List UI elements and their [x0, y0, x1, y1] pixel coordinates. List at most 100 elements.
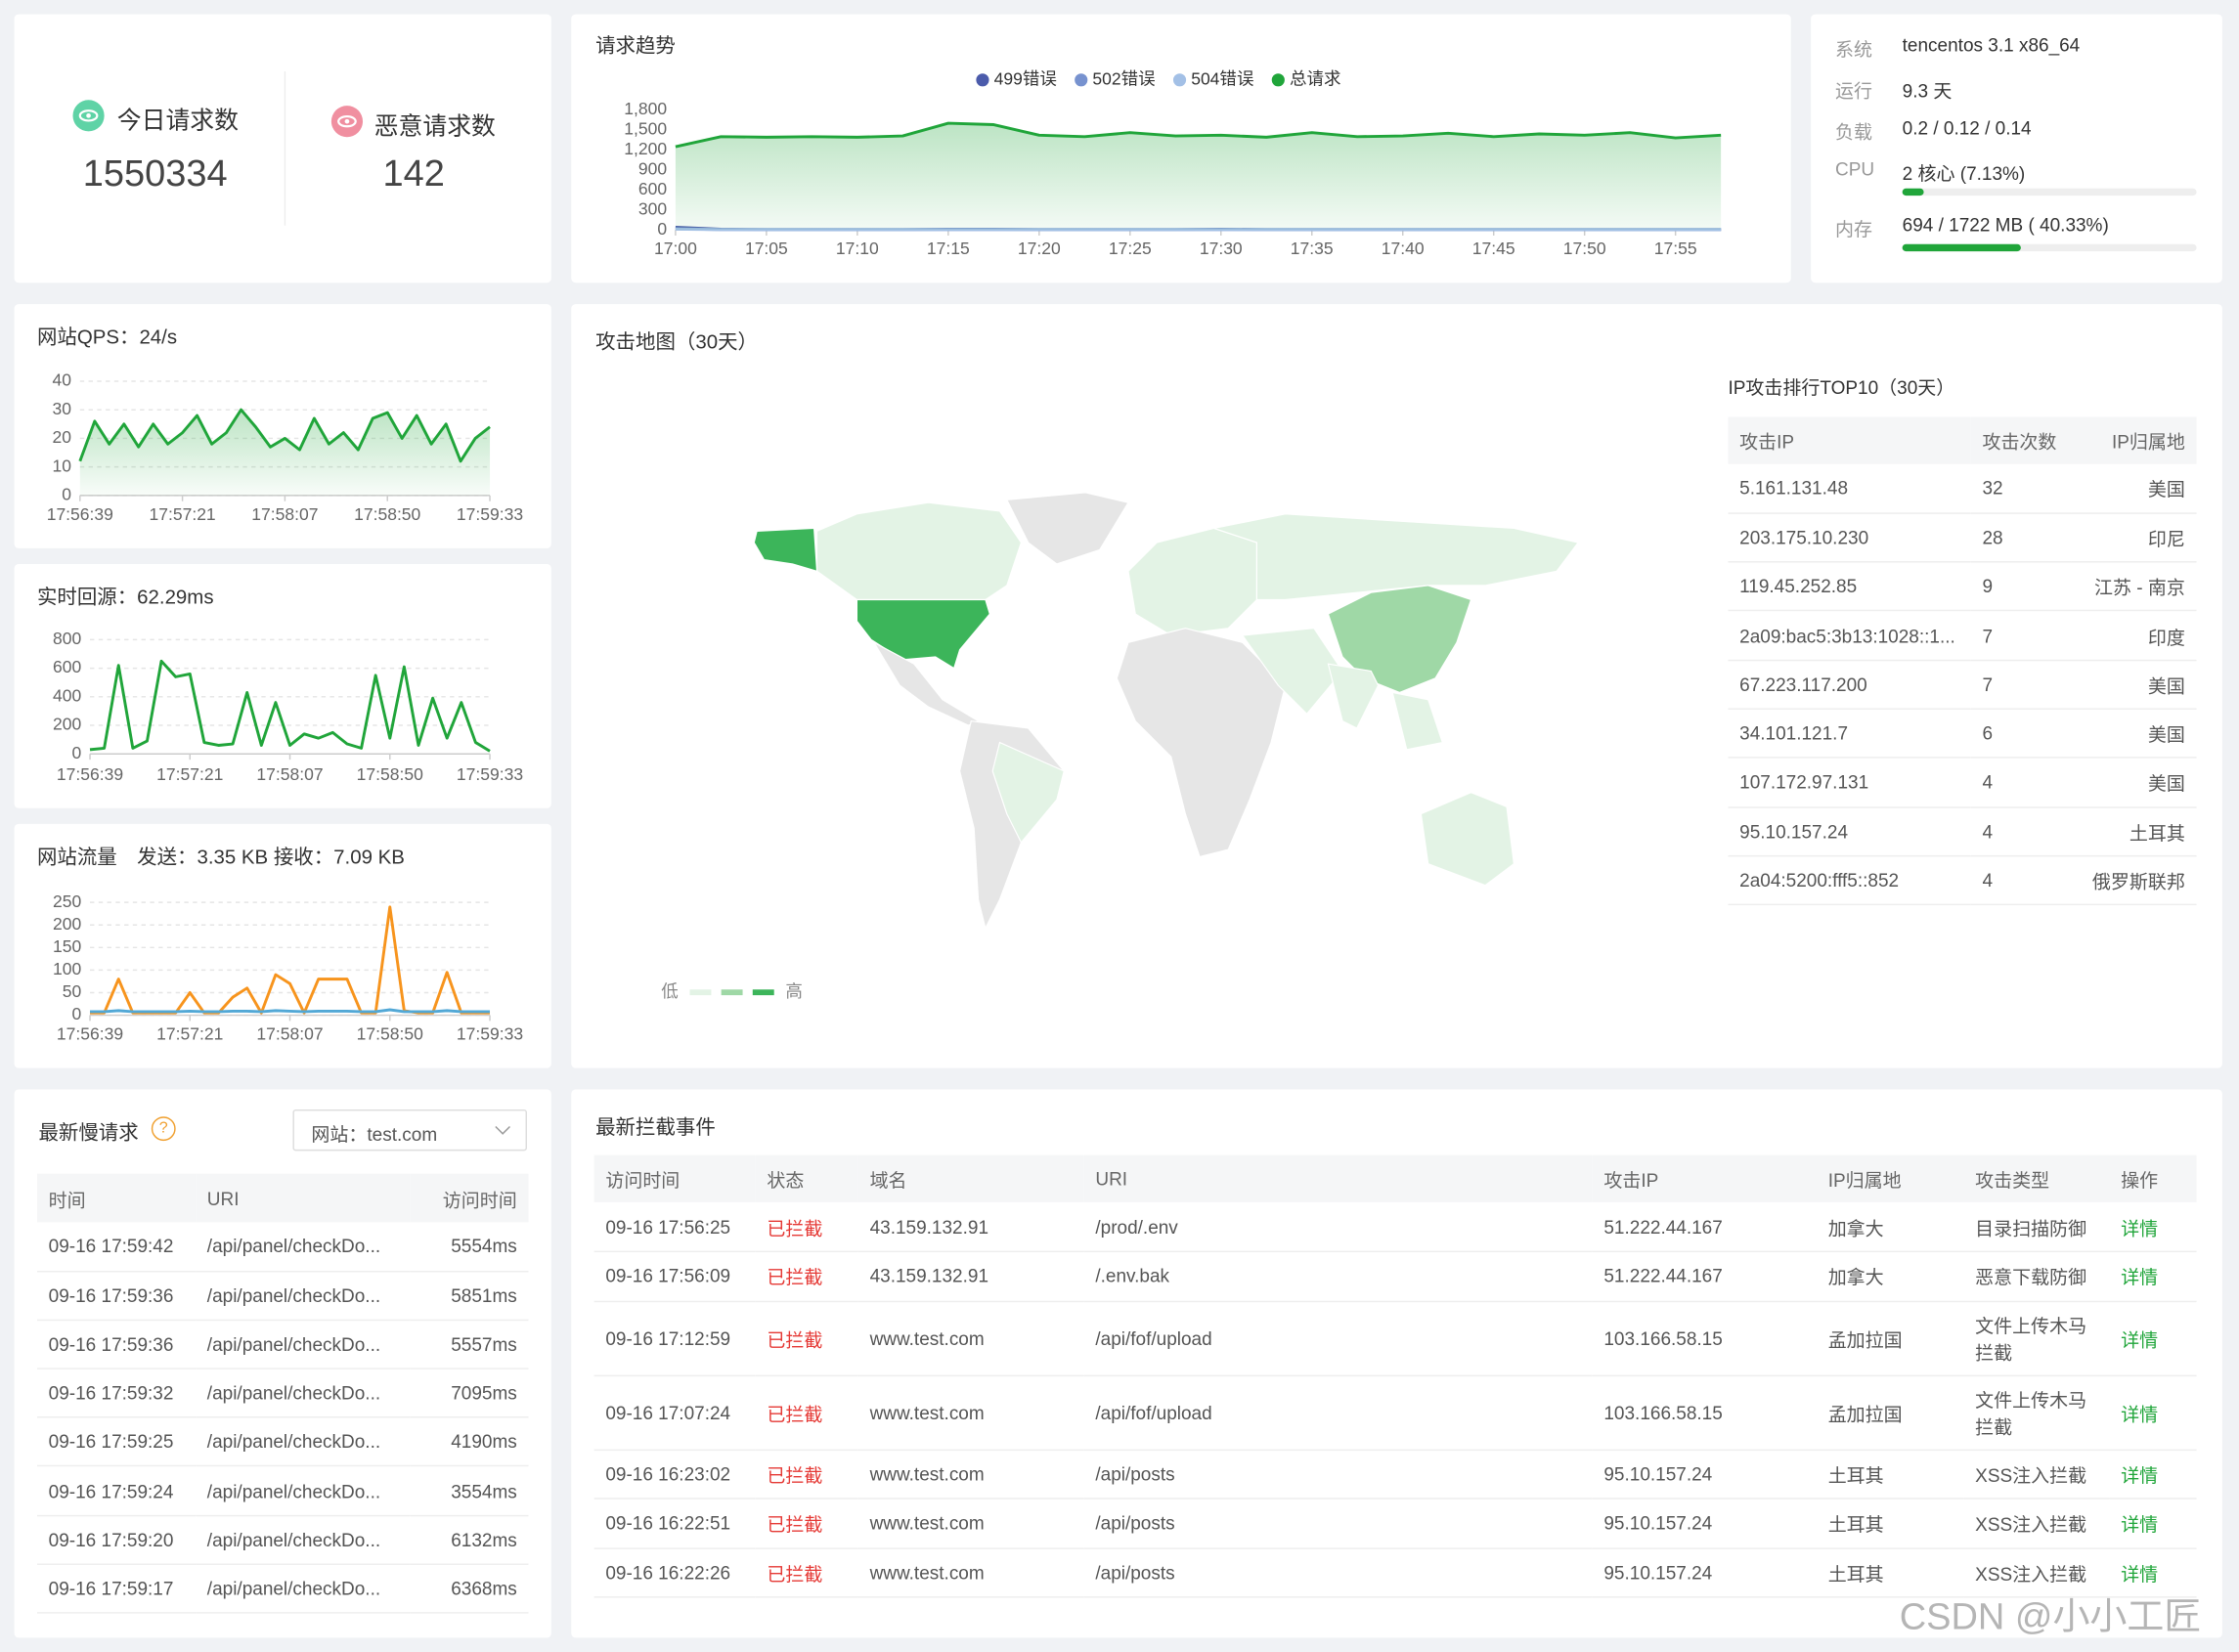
cell: 09-16 17:56:09 — [593, 1251, 756, 1302]
legend-swatch — [689, 989, 712, 996]
cell: /api/panel/checkDo... — [196, 1222, 411, 1273]
cell: 09-16 17:59:36 — [36, 1271, 197, 1321]
y-tick-label: 400 — [53, 685, 81, 705]
header-cell: URI — [196, 1173, 411, 1223]
cell: 7095ms — [410, 1369, 529, 1418]
cell: /api/posts — [1083, 1547, 1593, 1598]
detail-link[interactable]: 详情 — [2109, 1300, 2197, 1376]
cell: /api/panel/checkDo... — [196, 1320, 411, 1369]
x-tick-label: 17:57:21 — [156, 764, 223, 784]
row: 119.45.252.85 9 江苏 - 南京 — [1728, 561, 2197, 612]
chart-title: 请求趋势 — [595, 35, 676, 58]
y-tick-label: 200 — [53, 914, 81, 934]
y-tick-label: 900 — [638, 158, 667, 178]
cell: 文件上传木马拦截 — [1963, 1374, 2110, 1451]
progress-bar — [1902, 243, 2022, 252]
cell: 4 — [1970, 758, 2072, 808]
row: 34.101.121.7 6 美国 — [1728, 709, 2197, 760]
eye-icon — [72, 100, 105, 132]
header-cell: 时间 — [36, 1173, 197, 1223]
x-tick-label: 17:59:33 — [457, 764, 523, 784]
cell: XSS注入拦截 — [1963, 1499, 2110, 1549]
header-cell: 状态 — [755, 1154, 858, 1202]
cell: 已拦截 — [755, 1374, 858, 1451]
y-tick-label: 0 — [72, 1004, 82, 1023]
cell: XSS注入拦截 — [1963, 1547, 2110, 1598]
row: 09-16 17:59:42/api/panel/checkDo... 5554m… — [36, 1222, 529, 1273]
detail-link[interactable]: 详情 — [2109, 1449, 2197, 1500]
backsource-panel: 实时回源：62.29ms 0 200 400 600 800 17:56:39 17:57:2… — [14, 563, 551, 808]
header-cell: 攻击次数 — [1970, 416, 2072, 464]
region — [815, 501, 1023, 601]
cell: /api/panel/checkDo... — [196, 1369, 411, 1418]
x-tick-label: 17:59:33 — [457, 1024, 523, 1044]
cell: www.test.com — [857, 1449, 1084, 1500]
header-cell: 攻击IP — [1592, 1154, 1818, 1202]
detail-link[interactable]: 详情 — [2109, 1374, 2197, 1451]
area — [79, 410, 491, 496]
x-tick-label: 17:58:07 — [251, 504, 318, 524]
region — [1391, 691, 1444, 751]
sys-label: 内存 — [1834, 218, 1873, 240]
header-cell: IP归属地 — [1817, 1154, 1964, 1202]
x-tick-label: 17:57:21 — [150, 504, 216, 524]
cell: 5.161.131.48 — [1728, 463, 1971, 514]
cell: 加拿大 — [1817, 1201, 1964, 1253]
system-panel: 系统 tencentos 3.1 x86_64 运行 9.3 天负载 0.2 / 0.1… — [1811, 14, 2222, 283]
cell: 7 — [1970, 660, 2072, 710]
cell: 95.10.157.24 — [1592, 1499, 1818, 1549]
detail-link[interactable]: 详情 — [2109, 1251, 2197, 1302]
y-tick-label: 150 — [53, 936, 81, 956]
cell: 美国 — [2071, 463, 2197, 514]
progress-track — [1902, 188, 2197, 196]
cell: 5554ms — [410, 1222, 529, 1273]
cell: 51.222.44.167 — [1592, 1251, 1818, 1302]
area — [675, 123, 1722, 231]
cell: 2a04:5200:fff5::852 — [1728, 855, 1971, 906]
detail-link[interactable]: 详情 — [2109, 1201, 2197, 1253]
detail-link[interactable]: 详情 — [2109, 1499, 2197, 1549]
cell: 已拦截 — [755, 1251, 858, 1302]
row: 09-16 17:59:36/api/panel/checkDo... 5557m… — [36, 1320, 529, 1369]
detail-link[interactable]: 详情 — [2109, 1547, 2197, 1598]
qps-chart: 网站QPS：24/s 0 10 20 30 40 17:56:39 17:57:21 17:58… — [37, 326, 523, 524]
cell: www.test.com — [857, 1300, 1084, 1376]
help-icon[interactable]: ? — [151, 1116, 176, 1142]
legend-dot — [976, 73, 989, 87]
cell: 土耳其 — [2071, 806, 2197, 857]
row: 203.175.10.230 28 印尼 — [1728, 512, 2197, 563]
x-tick-label: 17:25 — [1109, 239, 1152, 258]
header-cell: 操作 — [2109, 1154, 2197, 1202]
region — [1241, 628, 1343, 716]
row: 5.161.131.48 32 美国 — [1728, 463, 2197, 514]
cell: 09-16 17:56:25 — [593, 1201, 756, 1253]
legend-high: 高 — [785, 981, 803, 1001]
today-label: 今日请求数 — [116, 107, 239, 135]
line — [90, 905, 491, 1015]
site-select[interactable]: 网站：test.com — [292, 1109, 527, 1152]
cell: www.test.com — [857, 1374, 1084, 1451]
region — [1327, 663, 1380, 729]
region — [1420, 792, 1515, 887]
cell: 107.172.97.131 — [1728, 758, 1971, 808]
y-tick-label: 0 — [72, 743, 82, 762]
ip-top-table: 攻击IP 攻击次数 IP归属地 5.161.131.48 32 美国 203.175.10.… — [1728, 416, 2197, 906]
region — [1211, 513, 1580, 601]
x-tick-label: 17:20 — [1018, 239, 1061, 258]
cell: 09-16 17:59:42 — [36, 1222, 197, 1273]
cell: 已拦截 — [755, 1300, 858, 1376]
legend-dot — [1271, 73, 1285, 87]
cell: 09-16 17:59:36 — [36, 1320, 197, 1369]
cell: 5557ms — [410, 1320, 529, 1369]
site-select-text: 网站：test.com — [311, 1123, 438, 1146]
legend-label: 502错误 — [1092, 68, 1155, 88]
sys-value: 2 核心 (7.13%) — [1902, 162, 2026, 185]
y-tick-label: 250 — [53, 891, 81, 911]
legend-low: 低 — [661, 981, 679, 1001]
cell: 09-16 16:22:51 — [593, 1499, 756, 1549]
y-tick-label: 1,800 — [624, 99, 667, 118]
cell: 67.223.117.200 — [1728, 660, 1971, 710]
row: 09-16 16:23:02 已拦截 www.test.com/api/posts 9… — [593, 1449, 2197, 1500]
